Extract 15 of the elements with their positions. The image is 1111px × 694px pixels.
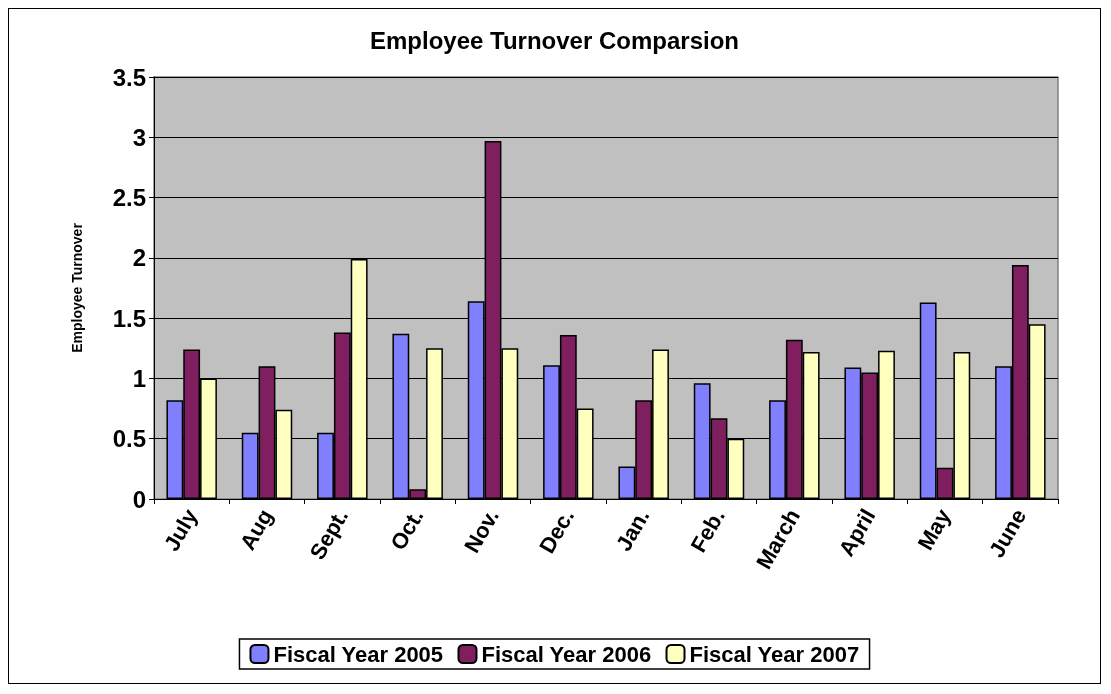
x-tick-label: Oct. bbox=[385, 504, 429, 555]
x-tick-label: Jan. bbox=[610, 504, 655, 556]
y-tick-label: 1.5 bbox=[112, 304, 146, 332]
y-tick-label: 0.5 bbox=[112, 425, 146, 453]
legend-label: Fiscal Year 2007 bbox=[689, 641, 860, 667]
y-tick-label: 2 bbox=[132, 244, 146, 272]
legend-label: Fiscal Year 2005 bbox=[273, 641, 444, 667]
y-tick-label: 0 bbox=[132, 485, 146, 513]
y-tick-label: 2.5 bbox=[112, 184, 146, 212]
legend-label: Fiscal Year 2006 bbox=[481, 641, 652, 667]
chart-title: Employee Turnover Comparsion bbox=[370, 26, 739, 54]
y-tick-label: 3 bbox=[132, 123, 146, 151]
y-tick-label: 3.5 bbox=[112, 63, 146, 91]
y-tick-label: 1 bbox=[132, 364, 146, 392]
y-axis-title: Employee Turnover bbox=[69, 222, 85, 353]
